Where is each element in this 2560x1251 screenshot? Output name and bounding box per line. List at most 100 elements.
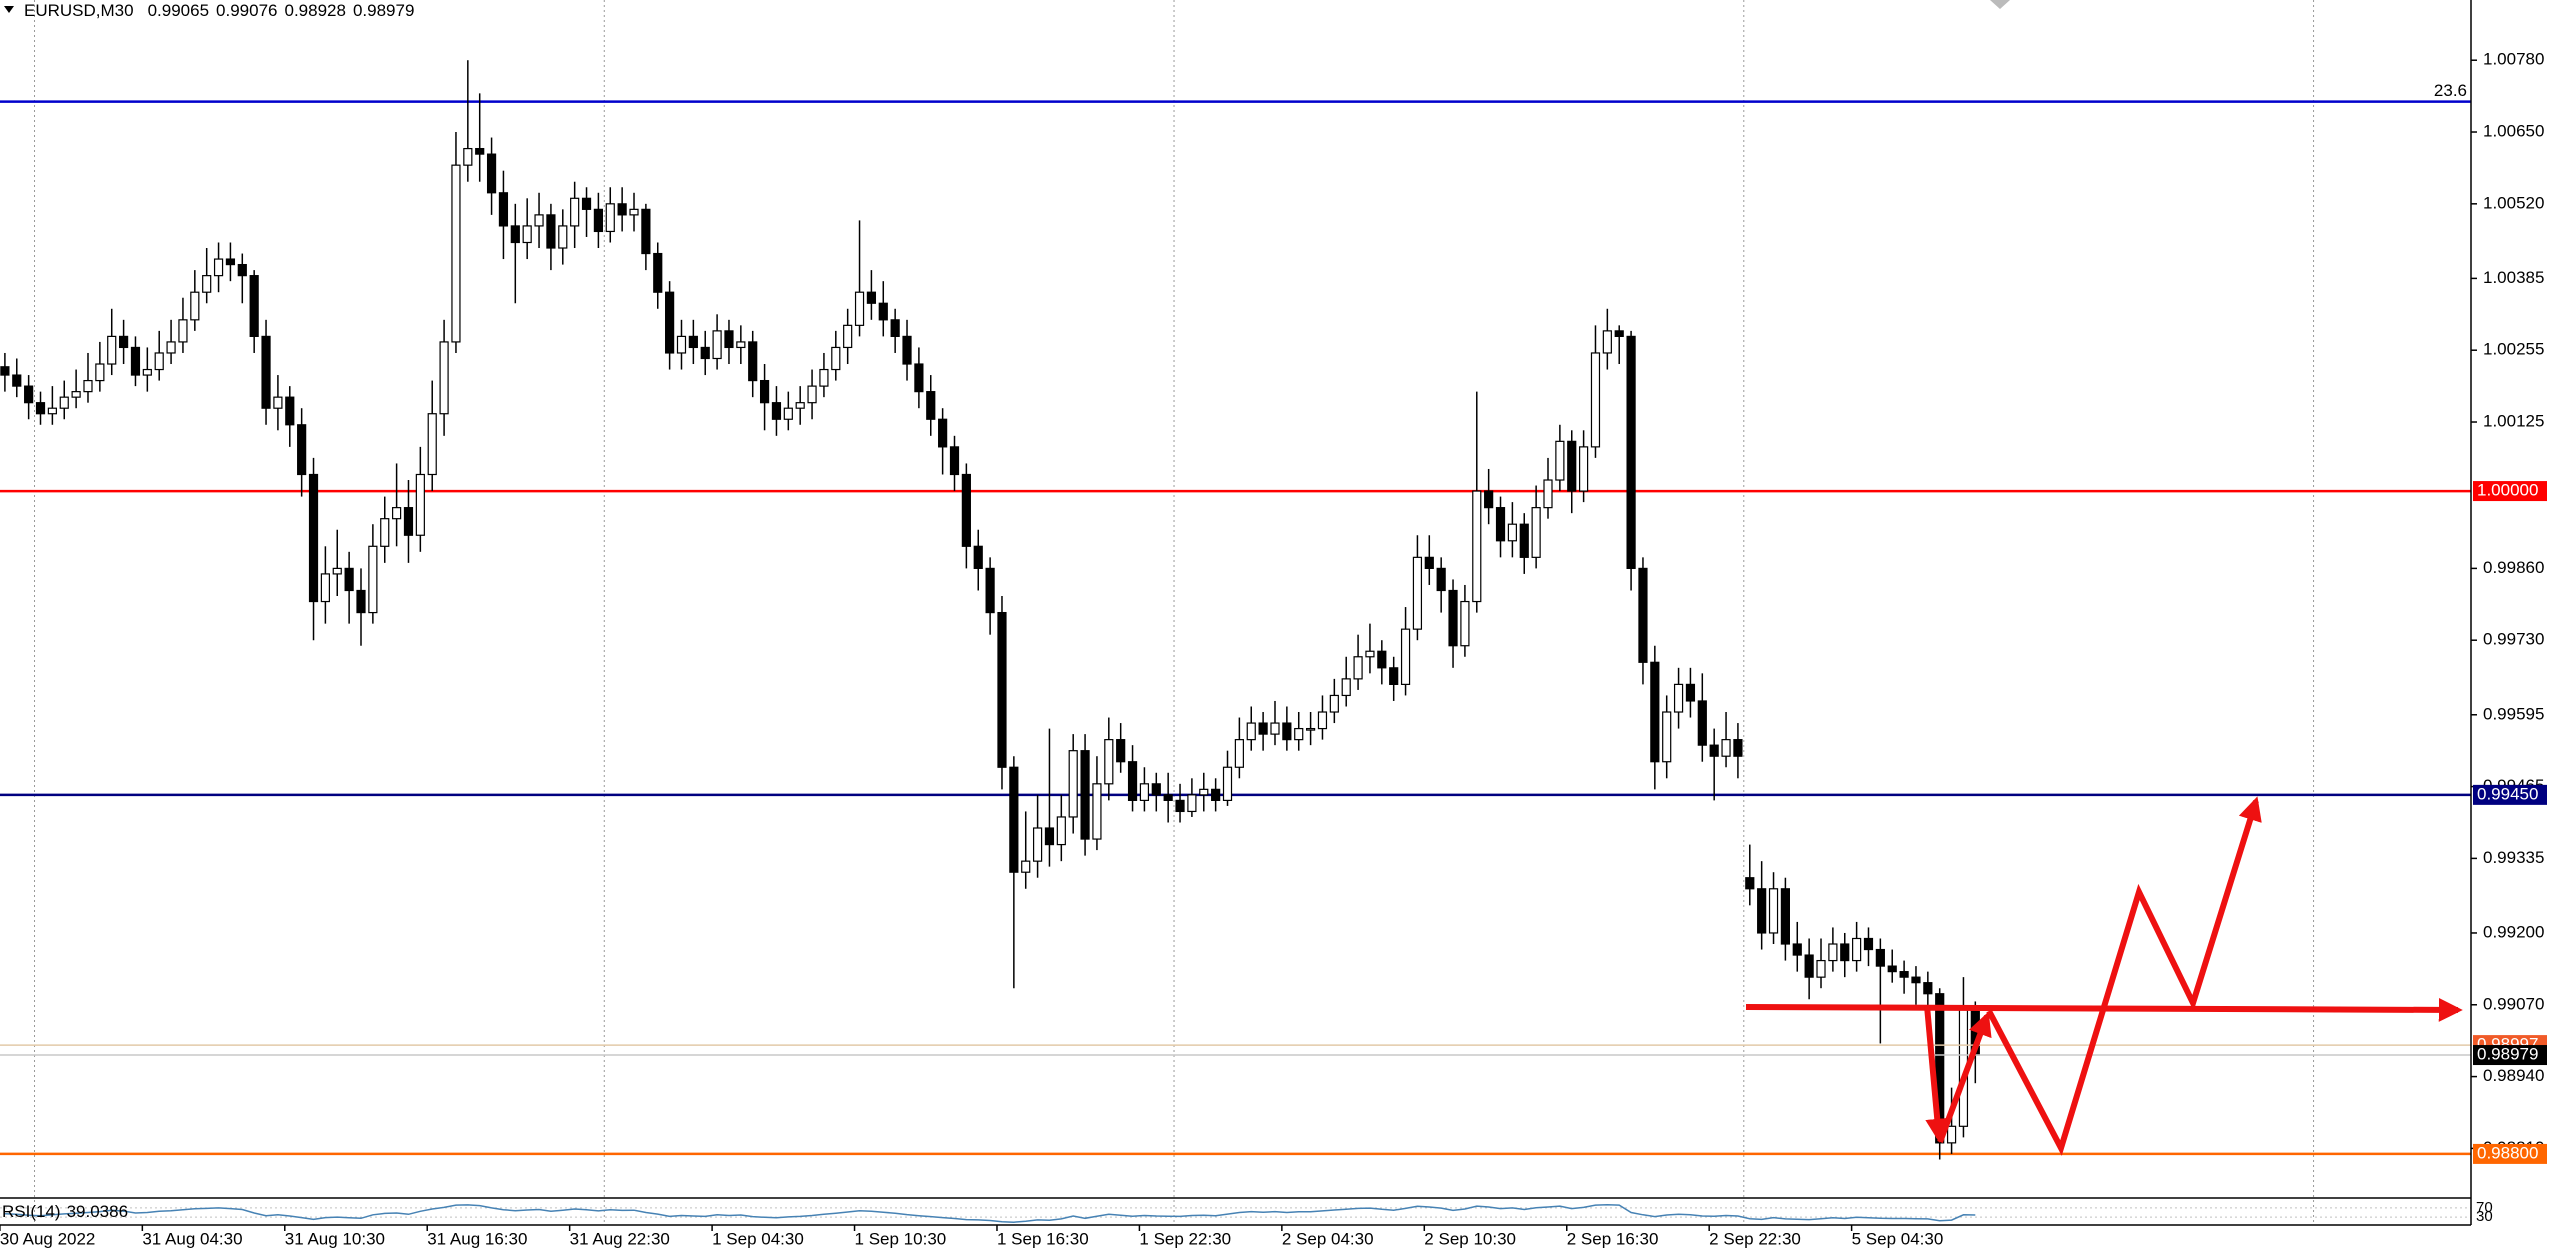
candle-body	[380, 518, 390, 547]
candle-body	[641, 208, 651, 255]
candle-body	[107, 335, 117, 365]
candle-body	[1270, 722, 1280, 735]
rsi-value: 39.0386	[67, 1202, 128, 1221]
x-tick-label: 1 Sep 10:30	[855, 1229, 947, 1248]
candle-body	[807, 385, 817, 404]
open: 0.99065	[148, 1, 209, 20]
candle-body	[997, 611, 1007, 768]
plot-area: 23.6	[0, 60, 2471, 1223]
x-tick-label: 2 Sep 04:30	[1282, 1229, 1374, 1248]
candle-body	[1567, 440, 1577, 492]
candle-body	[1163, 794, 1173, 801]
candle-body	[771, 402, 782, 420]
candle-body	[12, 374, 22, 387]
candle-body	[475, 147, 485, 155]
candle-body	[926, 391, 936, 420]
rsi-line	[4, 1203, 1976, 1223]
one-click-tab[interactable]	[1990, 0, 2010, 9]
candle-body	[629, 208, 639, 216]
y-tick-label: 1.00255	[2483, 340, 2544, 359]
candle-body	[1602, 330, 1612, 354]
candle-body	[759, 379, 770, 404]
candle-body	[1531, 507, 1541, 558]
candle-body	[510, 225, 520, 244]
x-tick-label: 2 Sep 22:30	[1709, 1229, 1801, 1248]
candle-body	[1484, 490, 1494, 509]
candle-body	[1697, 700, 1707, 746]
y-tick-label: 1.00780	[2483, 50, 2544, 69]
candle-body	[1923, 982, 1933, 995]
x-tick-label: 31 Aug 16:30	[427, 1229, 527, 1248]
candle-body	[902, 335, 912, 365]
candle-body	[1400, 628, 1411, 685]
candle-body	[890, 319, 900, 337]
candle-body	[973, 545, 983, 569]
x-tick-label: 2 Sep 16:30	[1567, 1229, 1659, 1248]
candle-body	[202, 275, 212, 293]
candle-body	[736, 341, 746, 349]
candle-body	[1341, 678, 1351, 697]
candle-body	[1305, 727, 1316, 731]
candle-body	[748, 341, 758, 382]
y-tick-label: 1.00520	[2483, 193, 2544, 212]
y-tick-label: 0.98940	[2483, 1066, 2544, 1085]
candle-body	[1507, 523, 1517, 542]
x-tick-label: 1 Sep 22:30	[1139, 1229, 1231, 1248]
candle-body	[1709, 744, 1719, 757]
candle-body	[1448, 589, 1458, 647]
x-tick-label: 30 Aug 2022	[0, 1229, 95, 1248]
x-tick-label: 31 Aug 22:30	[570, 1229, 670, 1248]
candle-body	[1757, 888, 1767, 934]
candle-body	[1662, 711, 1672, 763]
candle-body	[1579, 446, 1589, 492]
candle-body	[1816, 959, 1826, 978]
candle-body	[83, 379, 93, 393]
candle-body	[261, 335, 271, 409]
candle-body	[35, 402, 46, 415]
candle-body	[59, 396, 69, 409]
candle-body	[605, 203, 615, 233]
candle-body	[1946, 1125, 1957, 1144]
x-tick-label: 31 Aug 10:30	[285, 1229, 385, 1248]
menu-triangle[interactable]	[4, 6, 14, 13]
arrow	[1986, 796, 2262, 1156]
candle-body	[783, 407, 793, 420]
candle-body	[1887, 965, 1897, 973]
candle-body	[665, 291, 675, 354]
candle-body	[118, 335, 129, 349]
low: 0.98928	[285, 1, 346, 20]
candle-body	[392, 507, 402, 520]
candle-body	[949, 446, 960, 476]
candle-body	[1733, 739, 1743, 757]
candle-body	[854, 291, 865, 326]
candle-body	[1472, 490, 1482, 603]
candle-body	[1056, 816, 1066, 846]
candle-body	[1555, 440, 1565, 481]
candle-body	[1863, 937, 1874, 951]
candle-body	[47, 407, 57, 415]
candle-body	[439, 341, 449, 415]
candle-body	[819, 368, 829, 387]
candle-body	[1543, 479, 1553, 509]
candle-body	[1092, 783, 1102, 840]
candle-body	[1187, 794, 1197, 813]
candle-body	[1258, 722, 1268, 735]
candle-body	[1685, 683, 1696, 702]
x-tick-label: 31 Aug 04:30	[142, 1229, 242, 1248]
y-tick-label: 0.99070	[2483, 994, 2544, 1013]
candle-body	[1329, 694, 1339, 713]
candle-body	[1638, 567, 1648, 663]
candle-body	[1175, 799, 1185, 813]
candle-body	[570, 197, 580, 227]
candle-body	[1294, 727, 1304, 741]
candle-body	[1460, 600, 1470, 647]
candle-body	[1365, 650, 1375, 658]
x-tick-label: 2 Sep 10:30	[1424, 1229, 1516, 1248]
candle-body	[130, 346, 141, 376]
candle-body	[95, 363, 105, 382]
y-tick-label: 0.99200	[2483, 922, 2544, 941]
candle-body	[1377, 650, 1387, 669]
candle-body	[1412, 556, 1423, 630]
